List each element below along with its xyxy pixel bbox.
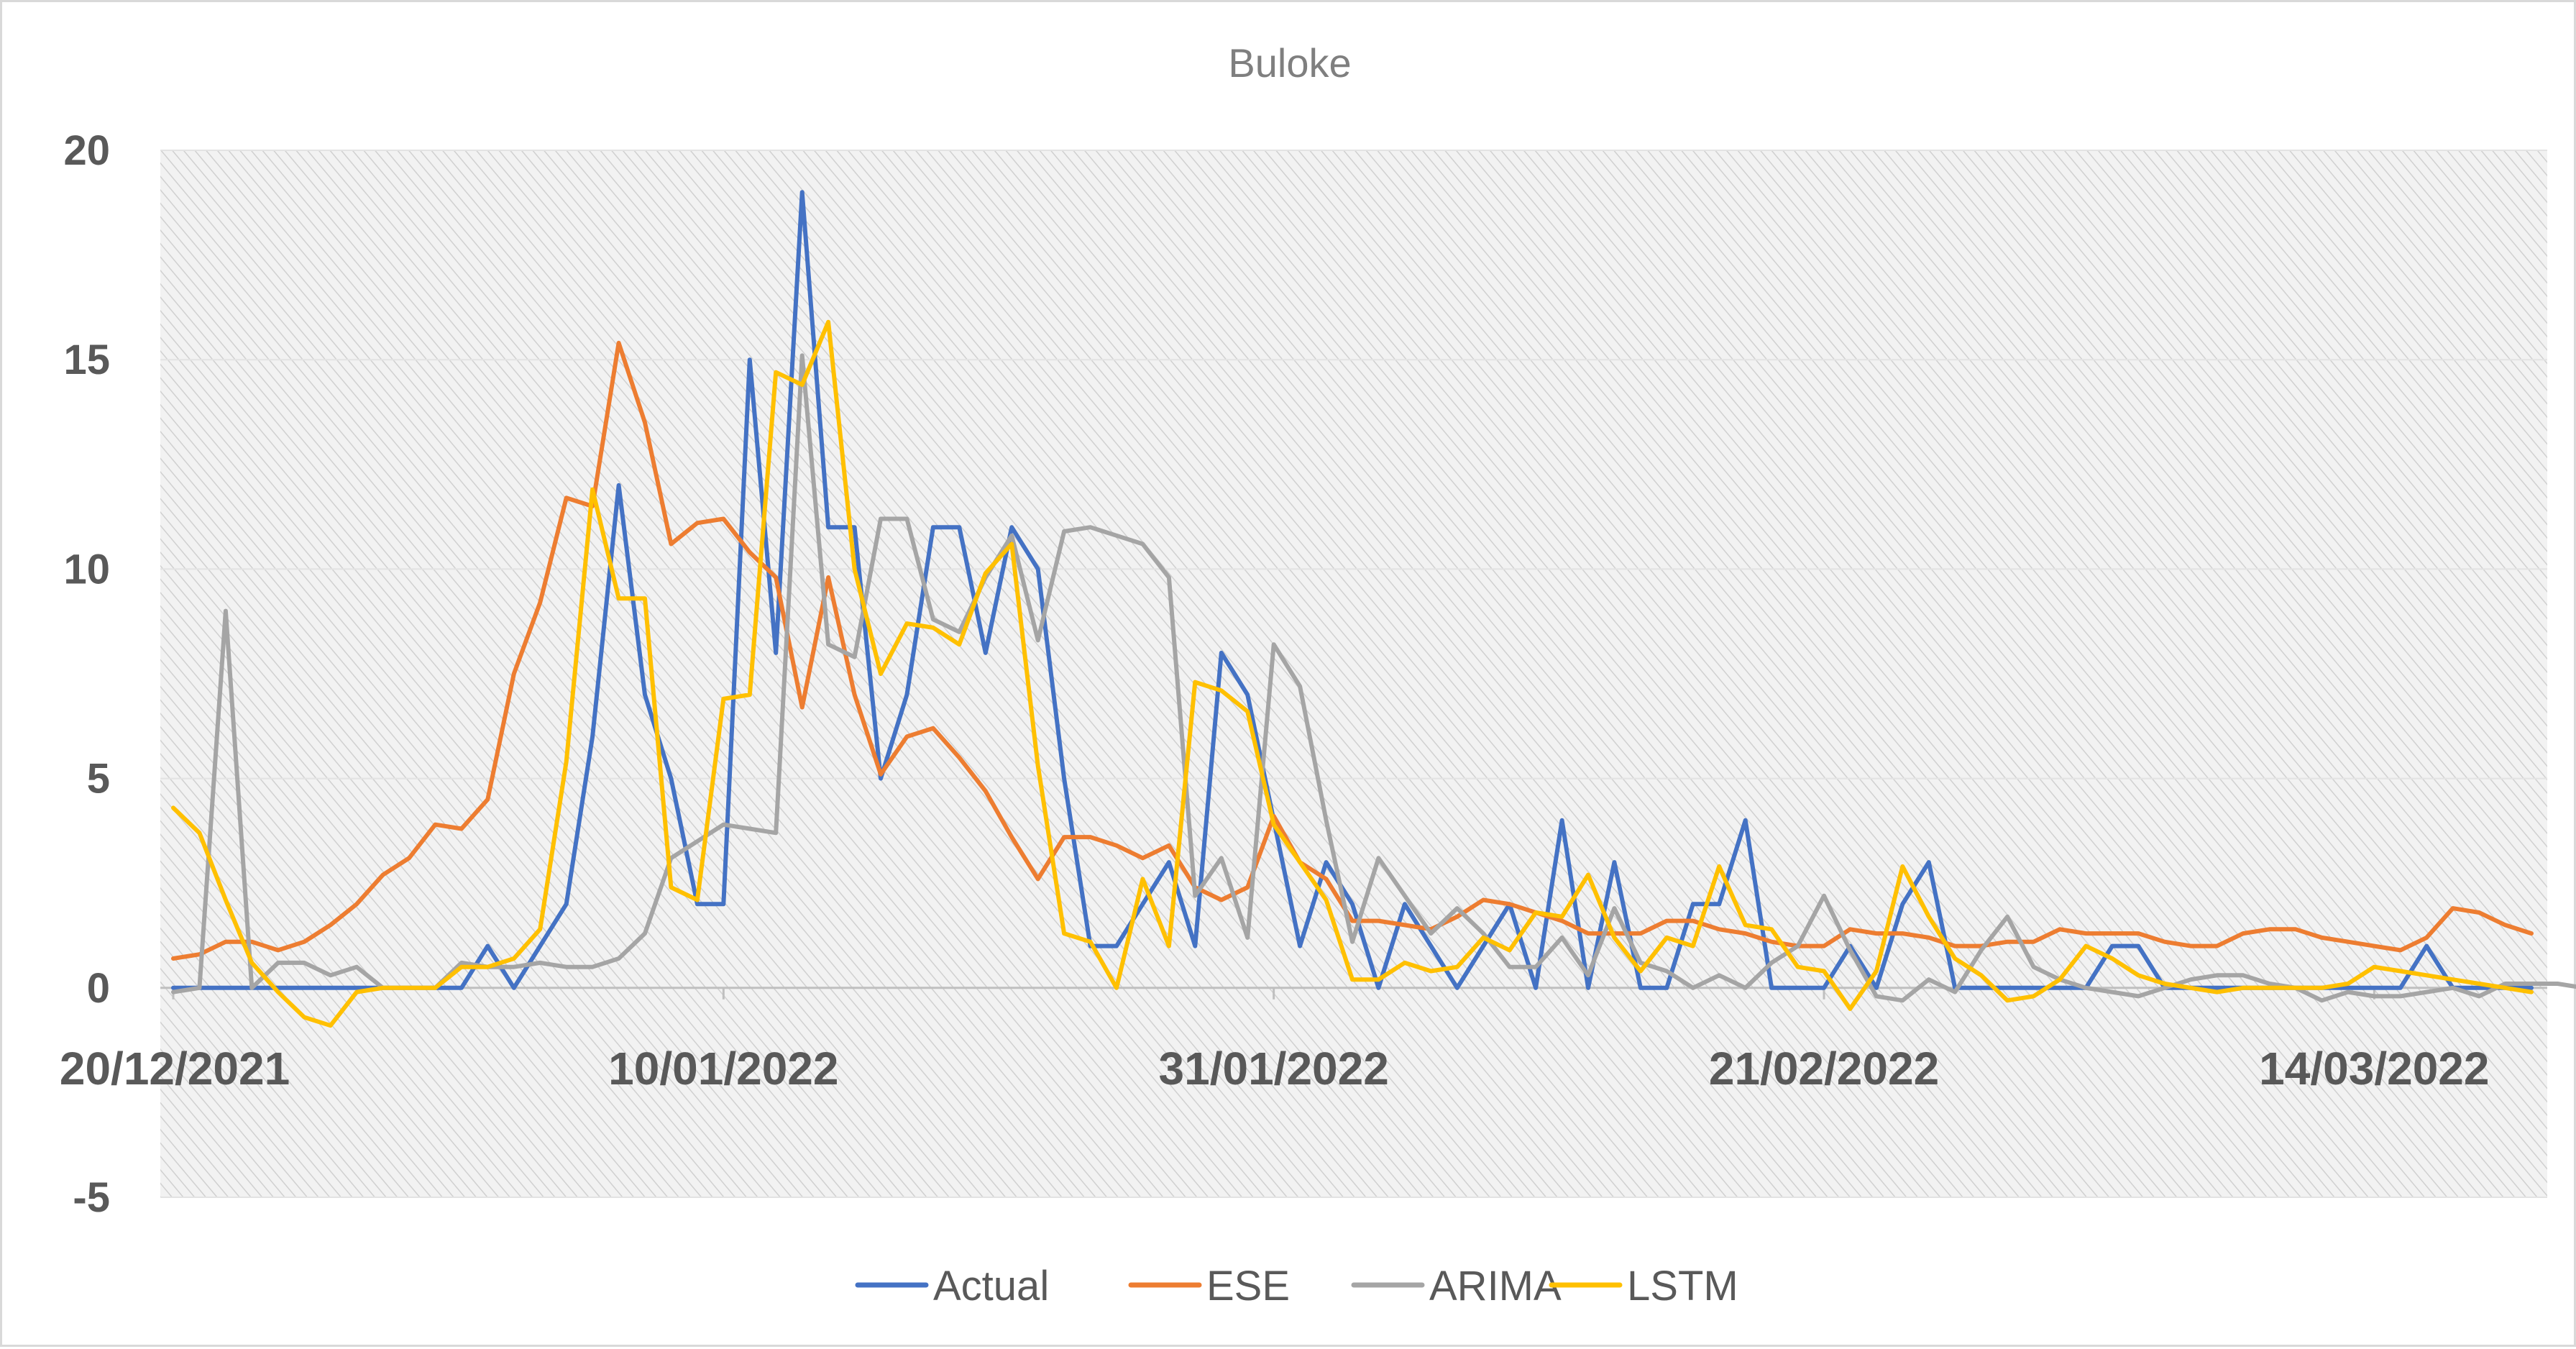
series-line-arima bbox=[171, 353, 2576, 1003]
y-tick-label: -5 bbox=[73, 1174, 110, 1221]
y-tick-label: 15 bbox=[63, 337, 110, 383]
legend-label-lstm: LSTM bbox=[1627, 1263, 1738, 1309]
y-tick-label: 20 bbox=[63, 127, 110, 174]
legend-label-ese: ESE bbox=[1206, 1263, 1290, 1309]
legend: Actual ESE ARIMA LSTM bbox=[855, 1263, 1738, 1309]
series-lines bbox=[171, 190, 2576, 1028]
x-tick-label: 14/03/2022 bbox=[2259, 1043, 2489, 1094]
gridlines bbox=[160, 150, 2547, 1198]
plot-area bbox=[160, 150, 2547, 1197]
y-tick-label: 5 bbox=[87, 756, 110, 802]
x-axis-ticks: 20/12/2021 10/01/2022 31/01/2022 21/02/2022… bbox=[60, 987, 2489, 1094]
chart-title: Buloke bbox=[1228, 40, 1351, 86]
x-tick-label: 10/01/2022 bbox=[608, 1043, 838, 1094]
x-tick-label: 21/02/2022 bbox=[1709, 1043, 1939, 1094]
legend-label-actual: Actual bbox=[933, 1263, 1049, 1309]
series-line-actual bbox=[171, 190, 2534, 990]
legend-label-arima: ARIMA bbox=[1429, 1263, 1562, 1309]
y-tick-label: 0 bbox=[87, 965, 110, 1012]
y-tick-label: 10 bbox=[63, 546, 110, 593]
y-axis-ticks: -5 0 5 10 15 20 bbox=[63, 127, 110, 1221]
x-tick-label: 31/01/2022 bbox=[1159, 1043, 1389, 1094]
x-tick-label: 20/12/2021 bbox=[60, 1043, 290, 1094]
series-line-ese bbox=[171, 340, 2534, 961]
series-line-lstm bbox=[171, 319, 2534, 1028]
